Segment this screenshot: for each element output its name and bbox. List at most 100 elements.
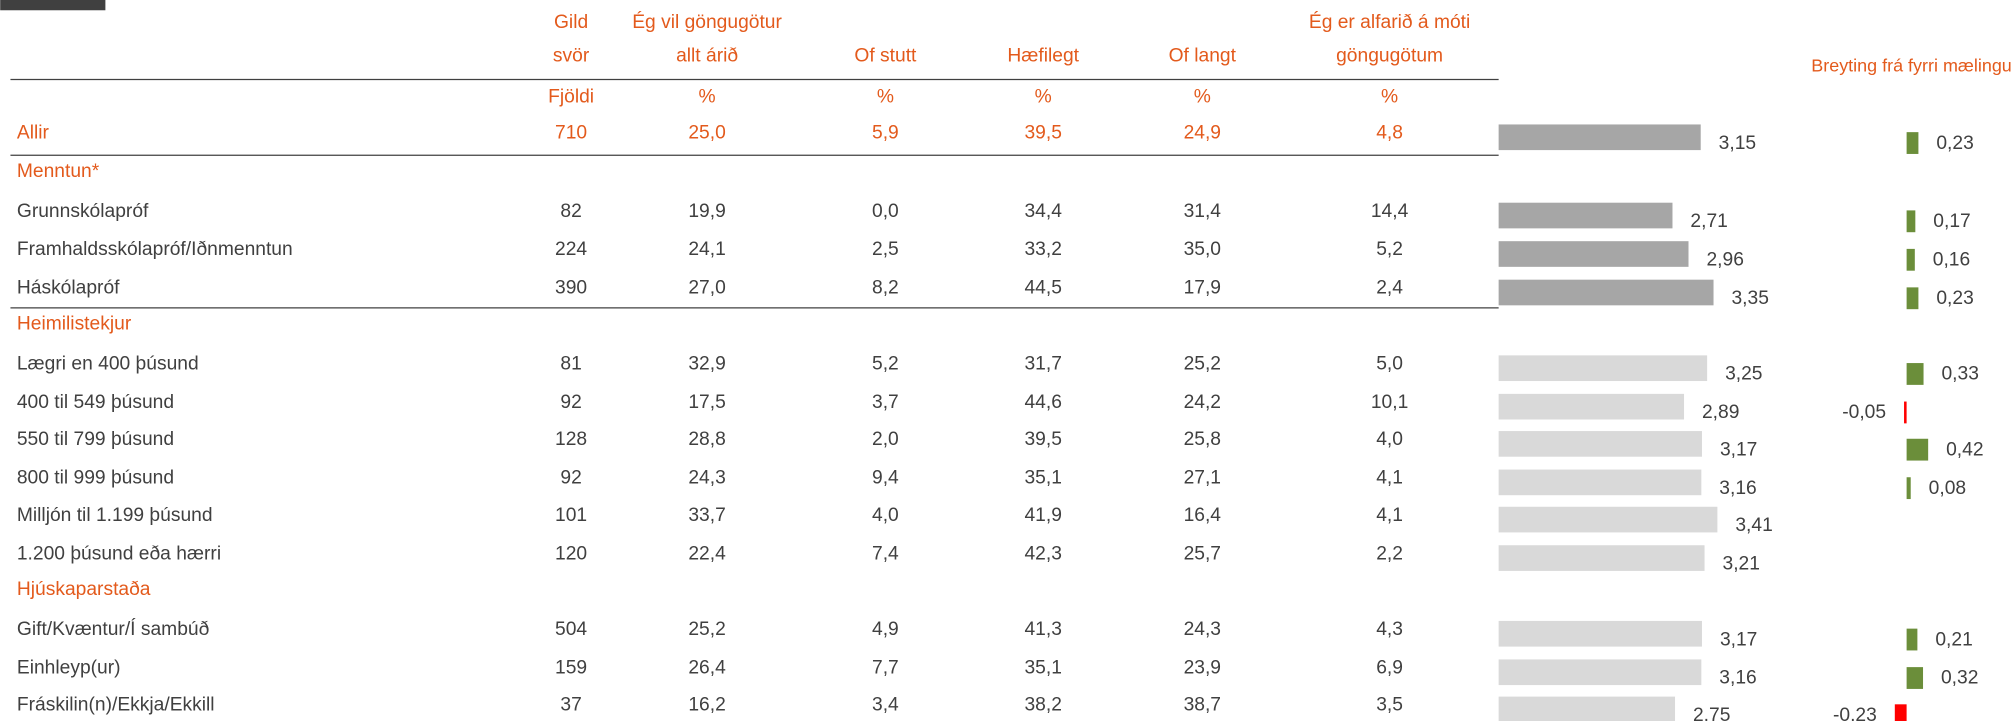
cell: 25,7 (1184, 543, 1221, 564)
cell: 35,0 (1184, 239, 1221, 260)
cell: 0,0 (872, 201, 899, 222)
change-bar (1906, 477, 1911, 500)
cell: 2,4 (1376, 278, 1403, 299)
cell: 120 (555, 543, 587, 564)
change-bar (1906, 438, 1929, 461)
corner-tab (0, 0, 106, 11)
cell: 31,4 (1184, 201, 1222, 222)
mean-label: 2,96 (1706, 250, 1743, 271)
mean-label: 3,16 (1719, 478, 1756, 499)
column-header: Gild (554, 12, 588, 33)
cell: 2,5 (872, 239, 899, 260)
cell: 26,4 (688, 657, 726, 678)
cell: 3,5 (1376, 695, 1403, 716)
cell: 33,7 (688, 505, 725, 526)
change-bar (1906, 628, 1918, 651)
change-label: 0,17 (1933, 211, 1970, 232)
mean-label: 3,21 (1723, 554, 1760, 575)
mean-bar (1498, 431, 1702, 457)
cell: 33,2 (1024, 239, 1061, 260)
change-label: -0,23 (1833, 705, 1877, 721)
section-heading: Menntun* (17, 161, 100, 182)
cell: 159 (555, 657, 587, 678)
column-unit: % (877, 87, 894, 108)
section-heading: Heimilistekjur (17, 314, 132, 335)
mean-label: 3,17 (1720, 439, 1757, 460)
change-bar (1906, 210, 1916, 233)
cell: 4,3 (1376, 619, 1403, 640)
cell: 14,4 (1371, 201, 1409, 222)
mean-bar (1498, 202, 1673, 229)
mean-label: 3,16 (1719, 668, 1756, 689)
cell: 25,8 (1184, 429, 1221, 450)
cell: 92 (560, 392, 581, 413)
mean-bar (1498, 506, 1718, 533)
cell: 82 (560, 201, 581, 222)
change-bar (1906, 667, 1924, 689)
column-header: svör (553, 46, 590, 67)
row-label: Grunnskólapróf (17, 201, 149, 222)
change-bar (1906, 287, 1919, 310)
row-label: 550 til 799 þúsund (17, 429, 174, 450)
cell: 390 (555, 278, 587, 299)
cell: 4,0 (1376, 429, 1403, 450)
column-header: Ég vil göngugötur (632, 12, 782, 33)
cell: 16,2 (688, 695, 725, 716)
mean-bar (1498, 659, 1702, 686)
cell: 710 (555, 123, 587, 144)
row-label: Milljón til 1.199 þúsund (17, 505, 213, 526)
cell: 42,3 (1024, 543, 1061, 564)
cell: 5,0 (1376, 353, 1403, 374)
cell: 5,9 (872, 123, 899, 144)
change-bar (1906, 363, 1924, 385)
column-header: Ég er alfarið á móti (1309, 12, 1470, 33)
row-label: Framhaldsskólapróf/Iðnmenntun (17, 239, 293, 260)
row-label: Gift/Kvæntur/Í sambúð (17, 619, 209, 640)
mean-label: 3,17 (1720, 629, 1757, 650)
cell: 24,1 (688, 239, 725, 260)
mean-label: 2,89 (1702, 402, 1739, 423)
cell: 8,2 (872, 278, 899, 299)
cell: 24,2 (1184, 392, 1221, 413)
column-header: Hæfilegt (1007, 46, 1079, 67)
cell: 5,2 (872, 353, 899, 374)
change-bar (1906, 132, 1919, 154)
mean-bar (1498, 696, 1676, 721)
cell: 504 (555, 619, 587, 640)
mean-label: 2,75 (1693, 705, 1730, 721)
cell: 41,9 (1024, 505, 1061, 526)
cell: 4,1 (1376, 468, 1403, 489)
cell: 17,5 (688, 392, 725, 413)
cell: 3,7 (872, 392, 899, 413)
cell: 28,8 (688, 429, 725, 450)
cell: 10,1 (1371, 392, 1408, 413)
cell: 7,4 (872, 543, 899, 564)
mean-bar (1498, 124, 1701, 151)
cell: 4,1 (1376, 505, 1403, 526)
column-header: göngugötum (1336, 46, 1443, 67)
column-header: Of stutt (854, 46, 917, 67)
row-label: Háskólapróf (17, 278, 120, 299)
mean-label: 3,25 (1725, 364, 1762, 385)
change-bar (1906, 248, 1915, 271)
cell: 25,0 (688, 123, 725, 144)
cell: 16,4 (1184, 505, 1222, 526)
cell: 2,2 (1376, 543, 1403, 564)
cell: 38,2 (1024, 695, 1061, 716)
cell: 27,0 (688, 278, 725, 299)
cell: 24,3 (1184, 619, 1221, 640)
cell: 25,2 (1184, 353, 1221, 374)
cell: 25,2 (688, 619, 725, 640)
mean-label: 3,15 (1719, 133, 1756, 154)
cell: 41,3 (1024, 619, 1061, 640)
cell: 9,4 (872, 468, 899, 489)
cell: 35,1 (1024, 468, 1061, 489)
change-label: 0,32 (1941, 668, 1978, 689)
column-unit: % (699, 87, 716, 108)
cell: 31,7 (1024, 353, 1061, 374)
cell: 4,8 (1376, 123, 1403, 144)
cell: 39,5 (1024, 429, 1061, 450)
cell: 35,1 (1024, 657, 1061, 678)
